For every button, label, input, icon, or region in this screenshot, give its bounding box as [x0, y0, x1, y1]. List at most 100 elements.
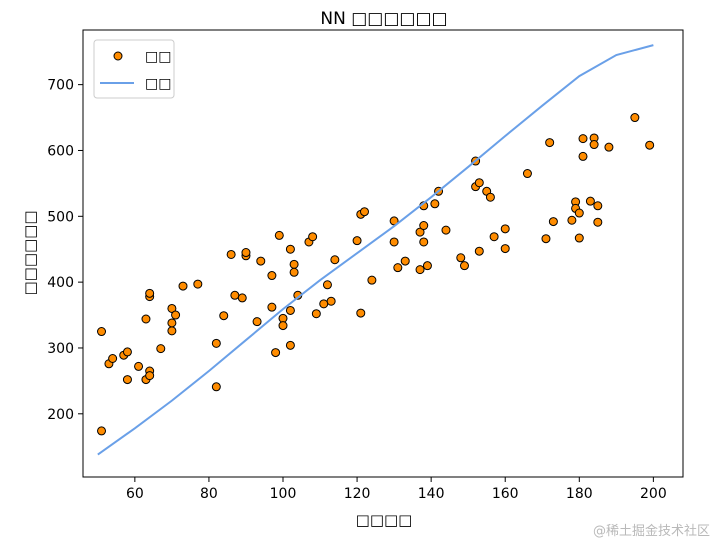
scatter-point: [419, 221, 429, 231]
scatter-point: [441, 225, 451, 235]
scatter-point: [604, 142, 614, 152]
scatter-point: [330, 255, 340, 265]
scatter-point: [285, 340, 295, 350]
scatter-point: [574, 233, 584, 243]
scatter-point: [500, 244, 510, 254]
y-tick-label: 400: [47, 275, 74, 291]
scatter-point: [274, 230, 284, 240]
scatter-point: [352, 236, 362, 246]
scatter-point: [278, 321, 288, 331]
scatter-point: [97, 327, 107, 337]
scatter-point: [171, 310, 181, 320]
scatter-point: [415, 265, 425, 275]
scatter-point: [485, 192, 495, 202]
scatter-point: [319, 299, 329, 309]
line-series: [97, 44, 654, 456]
scatter-point: [474, 246, 484, 256]
y-tick-label: 500: [47, 209, 74, 225]
scatter-point: [285, 305, 295, 315]
scatter-point: [237, 293, 247, 303]
scatter-point: [178, 281, 188, 291]
x-tick-label: 100: [270, 486, 297, 502]
legend: □□ □□: [93, 39, 175, 99]
y-tick-label: 700: [47, 78, 74, 94]
scatter-point: [459, 261, 469, 271]
scatter-point: [230, 290, 240, 300]
y-tick-label: 300: [47, 341, 74, 357]
x-tick-label: 160: [492, 486, 519, 502]
legend-scatter-label: □□: [145, 49, 171, 65]
scatter-series: [97, 113, 655, 436]
scatter-point: [545, 138, 555, 148]
x-tick-label: 140: [418, 486, 445, 502]
scatter-point: [141, 314, 151, 324]
legend-line-label: □□: [145, 76, 171, 92]
scatter-point: [415, 227, 425, 237]
scatter-point: [97, 426, 107, 436]
scatter-point: [489, 232, 499, 242]
x-tick-label: 180: [566, 486, 593, 502]
scatter-point: [567, 215, 577, 225]
scatter-point: [522, 169, 532, 179]
scatter-point: [145, 288, 155, 298]
y-axis-label: □□□□□□: [21, 210, 39, 295]
scatter-point: [593, 201, 603, 211]
y-tick-label: 200: [47, 407, 74, 423]
scatter-point: [193, 279, 203, 289]
scatter-point: [548, 217, 558, 227]
watermark: @稀土掘金技术社区: [593, 523, 710, 539]
y-axis: 200 300 400 500 600 700: [47, 78, 83, 423]
scatter-point: [241, 248, 251, 258]
scatter-point: [645, 140, 655, 150]
scatter-point: [456, 253, 466, 263]
scatter-point: [419, 237, 429, 247]
x-axis: 60 80 100 120 140 160 180 200: [126, 477, 667, 502]
y-tick-label: 600: [47, 143, 74, 159]
scatter-point: [474, 178, 484, 188]
scatter-point: [367, 275, 377, 285]
scatter-point: [311, 309, 321, 319]
scatter-point: [285, 244, 295, 254]
scatter-point: [359, 207, 369, 217]
scatter-point: [252, 317, 262, 327]
scatter-point: [578, 134, 588, 144]
scatter-point: [593, 217, 603, 227]
scatter-point: [578, 151, 588, 161]
scatter-point: [289, 259, 299, 269]
scatter-point: [400, 256, 410, 266]
scatter-point: [500, 224, 510, 234]
x-tick-label: 60: [126, 486, 144, 502]
x-axis-label: □□□□: [356, 511, 413, 529]
scatter-point: [574, 208, 584, 218]
scatter-point: [430, 199, 440, 209]
x-tick-label: 200: [640, 486, 667, 502]
scatter-point: [326, 296, 336, 306]
chart-title: NN □□□□□□: [320, 9, 447, 29]
scatter-point: [108, 354, 118, 364]
scatter-point: [211, 338, 221, 348]
legend-scatter-marker: [113, 51, 123, 61]
scatter-point: [289, 267, 299, 277]
scatter-point: [630, 113, 640, 123]
plot-area: [97, 44, 655, 456]
x-tick-label: 80: [200, 486, 218, 502]
scatter-point: [167, 303, 177, 313]
scatter-point: [389, 237, 399, 247]
scatter-point: [122, 347, 132, 357]
scatter-point: [122, 375, 132, 385]
scatter-point: [156, 344, 166, 354]
scatter-point: [167, 318, 177, 328]
scatter-point: [585, 196, 595, 206]
scatter-point: [256, 256, 266, 266]
scatter-point: [589, 140, 599, 150]
scatter-point: [167, 326, 177, 336]
scatter-point: [267, 302, 277, 312]
axes-frame: [82, 29, 684, 478]
scatter-point: [267, 271, 277, 281]
scatter-point: [356, 308, 366, 318]
scatter-point: [322, 280, 332, 290]
scatter-point: [393, 263, 403, 273]
scatter-point: [541, 234, 551, 244]
scatter-point: [145, 371, 155, 381]
